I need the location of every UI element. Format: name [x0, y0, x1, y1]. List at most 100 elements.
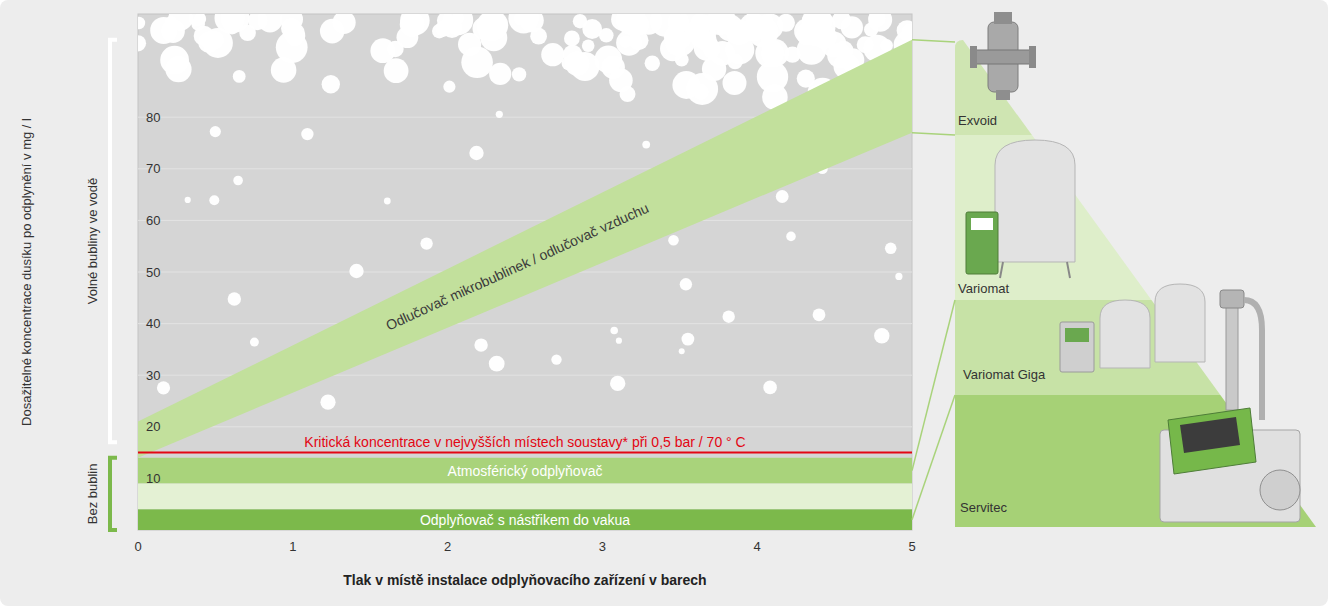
bubble [723, 71, 747, 95]
bubble [726, 20, 752, 46]
bubble [880, 39, 893, 52]
bubble [194, 14, 206, 25]
area-band [138, 40, 912, 458]
bubble [138, 35, 146, 51]
bubble [400, 14, 425, 37]
band-label: Odplyňovač s nástřikem do vakua [420, 512, 630, 528]
icon-part [1168, 408, 1256, 474]
bubble [620, 36, 632, 48]
icon-part [1100, 300, 1150, 368]
x-tick-label: 5 [908, 539, 915, 554]
icon-part [976, 50, 1030, 64]
icon-part [971, 218, 993, 230]
marks [138, 14, 912, 530]
bubble [784, 46, 800, 62]
bubble [233, 176, 243, 186]
device-icons [966, 12, 1300, 522]
icon-part [1060, 322, 1094, 372]
bubble [573, 14, 587, 28]
grid-line [138, 426, 912, 427]
bubble [248, 14, 268, 30]
connector-line [912, 395, 955, 520]
grid-line [138, 220, 912, 221]
bubble [755, 39, 784, 68]
bubbles [138, 14, 912, 414]
bubble [165, 16, 177, 28]
bubble [668, 235, 679, 246]
x-axis-title: Tlak v místě instalace odplyňovacího zař… [343, 572, 706, 588]
bubble [763, 381, 777, 395]
bubble [320, 395, 335, 410]
icon-part [1067, 262, 1070, 278]
icon-part [1180, 417, 1240, 453]
bubble [786, 232, 796, 242]
bubble [150, 17, 177, 44]
bubble [474, 338, 487, 351]
bubble [384, 198, 391, 205]
icon-part [1065, 328, 1089, 342]
bubble [645, 56, 660, 71]
bubble [514, 14, 528, 26]
band [138, 509, 912, 530]
region-label: Bez bublin [86, 464, 101, 525]
icon-part [1244, 300, 1262, 420]
connector-line [912, 300, 955, 471]
grid-line [138, 323, 912, 324]
bubble [138, 17, 145, 29]
bubble [489, 356, 505, 372]
bubble [874, 328, 889, 343]
connector-line [912, 133, 955, 135]
device-panel [955, 40, 1316, 527]
bubble [160, 46, 189, 75]
connector-line [912, 40, 955, 42]
icon-part [1260, 470, 1300, 510]
band-label: Atmosférický odplyňovač [448, 463, 603, 479]
band [138, 484, 912, 510]
bubble [194, 26, 214, 46]
bubble [609, 69, 633, 93]
plot-area [138, 14, 912, 530]
icon-part [996, 90, 1010, 100]
bubble [349, 264, 363, 278]
icon-part [1029, 46, 1036, 68]
bubble [530, 28, 547, 45]
device-label: Servitec [960, 500, 1007, 515]
x-tick-label: 4 [754, 539, 761, 554]
x-tick-label: 1 [289, 539, 296, 554]
bubble [489, 63, 511, 85]
bubble [680, 278, 692, 290]
chart-root: Kritická koncentrace v nejvyšších místec… [0, 0, 1328, 614]
bubble [813, 308, 826, 321]
bubble [496, 111, 503, 118]
y-tick-label: 20 [146, 419, 160, 434]
bubble [885, 243, 897, 255]
bubble [897, 20, 912, 41]
bubble [210, 126, 221, 137]
region-bracket [110, 458, 117, 530]
bubble [650, 14, 682, 37]
bubble [512, 67, 526, 81]
bubble [599, 28, 614, 43]
bubble [469, 146, 483, 160]
bubble [320, 19, 345, 44]
device-zone [955, 135, 1316, 300]
bubble [642, 141, 650, 149]
y-tick-label: 80 [146, 110, 160, 125]
bubble [420, 237, 432, 249]
icon-part [966, 212, 998, 274]
y-tick-label: 70 [146, 161, 160, 176]
bubble [322, 75, 340, 93]
bubble [250, 338, 259, 347]
y-tick-label: 10 [146, 471, 160, 486]
bubble [682, 333, 695, 346]
bubble [209, 195, 219, 205]
bubble [610, 376, 625, 391]
bubble [185, 197, 191, 203]
icon-part [994, 12, 1012, 24]
icon-part [995, 140, 1075, 262]
bubble [611, 14, 635, 31]
y-tick-label: 50 [146, 265, 160, 280]
bubble [679, 348, 685, 354]
bubble [233, 70, 246, 83]
bubble [384, 58, 409, 83]
